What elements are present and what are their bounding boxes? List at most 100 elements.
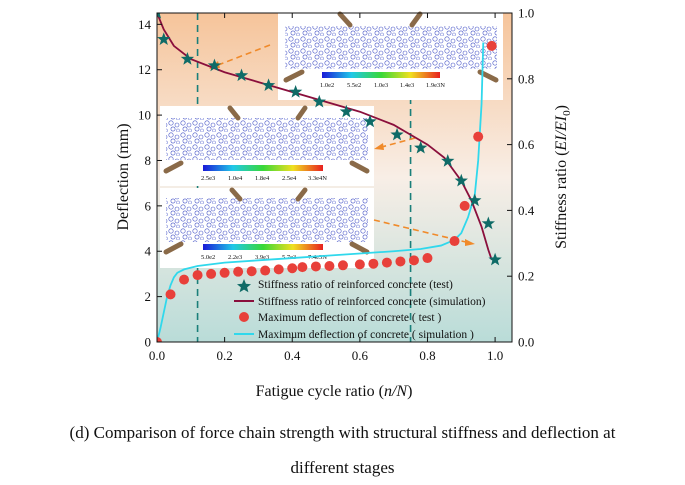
stiffness-test-point [441, 154, 455, 167]
x-axis-title-end: ) [407, 383, 412, 400]
deflection-test-point [449, 236, 460, 247]
stiffness-test-point [481, 216, 495, 230]
colorbar-2-label-1: 1.0e4 [228, 175, 243, 182]
colorbar-1-label-3: 1.4e3 [400, 82, 414, 89]
colorbar-2-label-4: 3.3e4N [308, 175, 327, 182]
x-tick-label: 0.4 [284, 348, 301, 363]
stiffness-test-point [261, 78, 276, 92]
inset-stage-1: 1.0e2 5.5e2 1.0e3 1.4e3 1.9e3N [278, 11, 503, 100]
y-right-tick-label: 0.6 [518, 137, 535, 152]
deflection-test-point [368, 258, 379, 269]
inset-3-support-right [349, 241, 370, 255]
x-tick-label: 1.0 [487, 348, 503, 363]
colorbar-1-label-0: 1.0e2 [320, 82, 334, 89]
stiffness-test-point [488, 252, 502, 266]
x-tick-label: 0.0 [149, 348, 165, 363]
callout-arrowhead-3 [465, 239, 475, 246]
deflection-test-point [473, 131, 484, 142]
y-right-axis-title: Stiffness ratio (EI/EI0) [553, 105, 573, 249]
y-left-tick-label: 0 [145, 335, 152, 350]
deflection-test-point [273, 264, 284, 275]
y-right-axis-title-variable: EI/EI [553, 115, 570, 151]
deflection-test-point [324, 260, 335, 271]
inset-3-support-left [163, 241, 184, 255]
inset-1-load-right [409, 11, 423, 28]
figure-caption-line-2: different stages [290, 458, 395, 477]
deflection-test-point [206, 268, 217, 279]
deflection-test-point [165, 289, 176, 300]
stiffness-test-point [454, 173, 468, 187]
stiffness-test-point [157, 32, 171, 45]
deflection-test-point [246, 266, 257, 277]
stiffness-test-point [288, 84, 303, 98]
legend-label-stiffness-sim: Stiffness ratio of reinforced concrete (… [258, 296, 486, 308]
deflection-test-point [157, 337, 162, 342]
deflection-test-point [310, 261, 321, 272]
legend-label-deflection-test: Maximum deflection of concrete ( test ) [258, 312, 441, 324]
deflection-test-point [179, 274, 190, 285]
colorbar-2 [203, 165, 323, 171]
stiffness-test-point [468, 193, 482, 207]
y-left-tick-label: 4 [145, 244, 152, 259]
stiffness-test-point [363, 114, 377, 128]
series [157, 13, 502, 342]
callout-arrow-1 [212, 44, 271, 68]
stiffness-test-point [312, 94, 326, 108]
legend-marker-deflection-test [239, 312, 249, 322]
x-tick-label: 0.2 [216, 348, 232, 363]
inset-stage-3: 5.0e2 2.2e3 3.9e3 5.7e3 7.4e3N [160, 187, 374, 268]
deflection-test-point [408, 255, 419, 266]
stiffness-test-point [180, 52, 195, 65]
y-left-tick-label: 6 [145, 198, 152, 213]
y-left-axis-title: Deflection (mm) [115, 123, 132, 230]
y-right-tick-label: 0.2 [518, 269, 534, 284]
legend-marker-stiffness-test [237, 279, 251, 293]
figure-caption-line-1: (d) Comparison of force chain strength w… [69, 423, 616, 442]
legend: Stiffness ratio of reinforced concrete (… [234, 279, 486, 341]
deflection-test-point [422, 253, 433, 264]
colorbar-3-label-2: 3.9e3 [255, 254, 269, 261]
y-right-tick-label: 1.0 [518, 6, 534, 21]
colorbar-1-label-1: 5.5e2 [347, 82, 361, 89]
inset-2-particles [166, 118, 368, 160]
inset-3-load-right [295, 187, 308, 202]
inset-stage-2: 2.5e3 1.0e4 1.8e4 2.5e4 3.3e4N [160, 105, 374, 186]
colorbar-3-label-0: 5.0e2 [201, 254, 215, 261]
deflection-test-point [337, 260, 348, 271]
deflection-test-point [260, 265, 271, 276]
inset-2-support-left [163, 160, 184, 174]
y-left-tick-label: 12 [138, 62, 151, 77]
inset-1-load-left [337, 11, 353, 28]
y-right-tick-label: 0.4 [518, 203, 535, 218]
deflection-test-point [233, 266, 244, 277]
deflection-test-point [486, 40, 497, 51]
legend-label-deflection-sim: Maximum deflection of concrete ( simulat… [258, 329, 474, 341]
legend-label-stiffness-test: Stiffness ratio of reinforced concrete (… [258, 279, 453, 291]
x-tick-label: 0.6 [352, 348, 369, 363]
colorbar-3-label-4: 7.4e3N [308, 254, 327, 261]
y-right-tick-label: 0.0 [518, 335, 534, 350]
colorbar-1 [322, 72, 440, 78]
callout-arrowhead-2 [374, 143, 384, 150]
inset-1-particles [285, 26, 497, 69]
colorbar-3-label-1: 2.2e3 [228, 254, 242, 261]
colorbar-3 [203, 244, 323, 250]
y-right-axis-title-text: Stiffness ratio ( [553, 151, 570, 249]
deflection-test-point [287, 263, 298, 274]
stiffness-test-point [339, 104, 353, 118]
x-axis-title-variable: n/N [384, 383, 408, 400]
y-left-tick-label: 14 [138, 17, 152, 32]
colorbar-1-label-4: 1.9e3N [426, 82, 445, 89]
deflection-test-point [354, 259, 365, 270]
stiffness-test-point [414, 140, 428, 154]
y-left-tick-label: 2 [145, 289, 152, 304]
inset-1-support-left [283, 69, 305, 83]
x-axis-title-text: Fatigue cycle ratio ( [256, 383, 384, 400]
colorbar-2-label-0: 2.5e3 [201, 175, 215, 182]
colorbar-2-label-3: 2.5e4 [282, 175, 297, 182]
deflection-test-point [381, 257, 392, 268]
y-left-tick-label: 8 [145, 153, 152, 168]
series-line-3 [157, 42, 485, 342]
deflection-test-point [395, 256, 406, 267]
y-right-axis-title-end: ) [553, 105, 570, 110]
